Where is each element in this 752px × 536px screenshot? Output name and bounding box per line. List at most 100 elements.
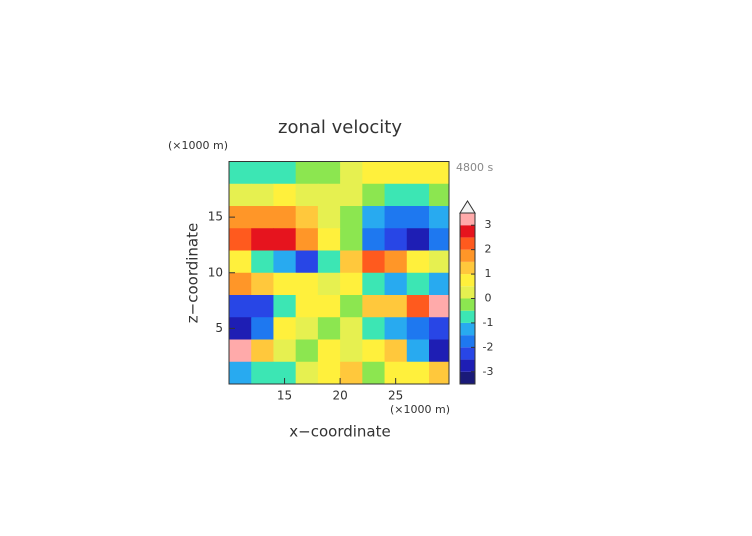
y-axis-label: z−coordinate [184, 223, 202, 323]
cell [384, 339, 408, 363]
chart-title: zonal velocity [278, 117, 402, 138]
x-tick-label: 20 [332, 389, 347, 403]
cell [340, 361, 363, 384]
cell [229, 228, 252, 251]
cell [295, 272, 319, 296]
cell [295, 317, 319, 340]
colorbar-band [460, 359, 475, 372]
cell [429, 183, 449, 207]
cell [362, 339, 386, 363]
cell [229, 206, 252, 229]
cell [317, 295, 341, 318]
cell [384, 183, 408, 207]
cell [251, 339, 274, 363]
cell [429, 317, 449, 340]
colorbar-tick-label: 3 [485, 218, 492, 231]
cell [273, 339, 297, 363]
colorbar-band [460, 322, 475, 336]
y-unit: (×1000 m) [168, 139, 228, 152]
colorbar-tick-label: -2 [483, 340, 494, 353]
cell [384, 272, 408, 296]
cell [406, 317, 430, 340]
colorbar-band [460, 274, 475, 287]
cell [251, 361, 274, 384]
cell [251, 272, 274, 296]
cell [362, 161, 386, 185]
cell [273, 228, 297, 251]
cell [406, 339, 430, 363]
cell [429, 228, 449, 251]
cell [317, 183, 341, 207]
colorbar-band [460, 298, 475, 311]
colorbar-band [460, 213, 475, 226]
colorbar-band [460, 286, 475, 299]
cell [406, 161, 430, 185]
cell [340, 206, 363, 229]
cell [295, 161, 319, 185]
cell [406, 228, 430, 251]
cell [295, 183, 319, 207]
cell [429, 250, 449, 274]
cell [340, 317, 363, 340]
cell [273, 161, 297, 185]
cell [340, 272, 363, 296]
colorbar-band [460, 261, 475, 275]
cells [229, 161, 449, 384]
y-tick-label: 15 [208, 210, 223, 224]
cell [273, 206, 297, 229]
cell [340, 339, 363, 363]
colorbar-extend [459, 200, 476, 214]
cell [273, 272, 297, 296]
cell [362, 206, 386, 229]
cell [295, 361, 319, 384]
cell [429, 295, 449, 318]
cell [406, 250, 430, 274]
cell [295, 250, 319, 274]
colorbar-band [460, 310, 475, 323]
cell [251, 183, 274, 207]
cell [251, 295, 274, 318]
cell [362, 250, 386, 274]
colorbar-tick-label: 1 [485, 267, 492, 280]
cell [384, 295, 408, 318]
time-label: 4800 s [456, 161, 493, 174]
cell [251, 206, 274, 229]
cell [429, 272, 449, 296]
cell [317, 272, 341, 296]
cell [362, 183, 386, 207]
cell [251, 228, 274, 251]
cell [295, 295, 319, 318]
y-tick-label: 10 [208, 265, 223, 279]
cell [429, 361, 449, 384]
cell [295, 339, 319, 363]
cell [295, 228, 319, 251]
colorbar-tick-label: -3 [483, 365, 494, 378]
cell [229, 250, 252, 274]
cell [340, 183, 363, 207]
cell [295, 206, 319, 229]
cell [317, 228, 341, 251]
cell [273, 250, 297, 274]
cell [406, 183, 430, 207]
cell [317, 161, 341, 185]
cell [429, 161, 449, 185]
cell [340, 295, 363, 318]
cell [384, 250, 408, 274]
cell [273, 317, 297, 340]
cell [251, 317, 274, 340]
cell [406, 206, 430, 229]
cell [317, 339, 341, 363]
cell [429, 206, 449, 229]
cell [229, 272, 252, 296]
cell [384, 361, 408, 384]
colorbar-band [460, 237, 475, 250]
cell [229, 295, 252, 318]
x-tick-label: 25 [388, 389, 403, 403]
x-tick-label: 15 [277, 389, 292, 403]
cell [384, 228, 408, 251]
cell [340, 228, 363, 251]
cell [273, 295, 297, 318]
cell [406, 361, 430, 384]
cell [340, 161, 363, 185]
